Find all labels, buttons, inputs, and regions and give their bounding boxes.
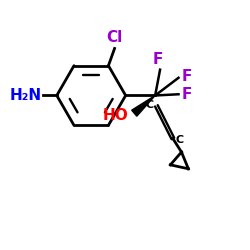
Text: F: F [152, 52, 163, 67]
Text: H₂N: H₂N [9, 88, 41, 103]
Text: HO: HO [103, 108, 129, 123]
Text: F: F [182, 69, 192, 84]
Polygon shape [132, 96, 155, 116]
Text: Cl: Cl [106, 30, 123, 46]
Text: C: C [176, 135, 184, 145]
Text: C: C [145, 100, 154, 110]
Text: F: F [182, 87, 192, 102]
